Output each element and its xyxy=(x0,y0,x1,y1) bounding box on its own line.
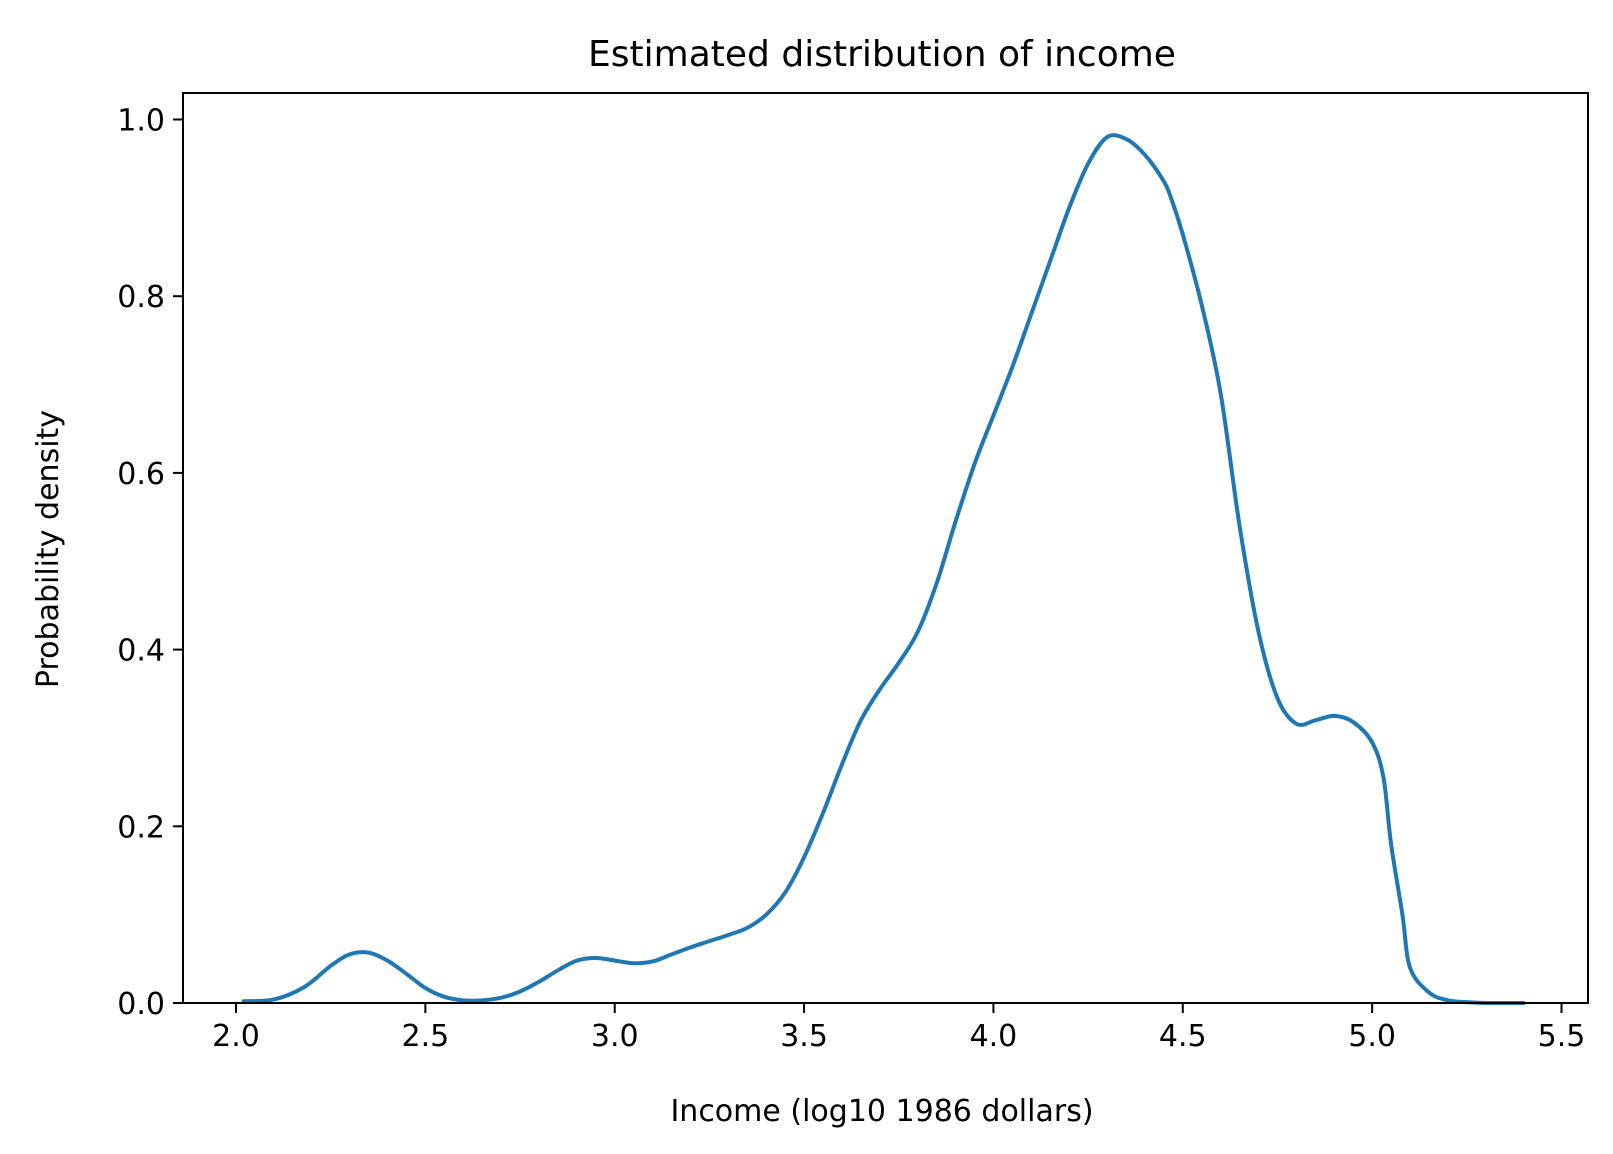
plot-frame xyxy=(182,92,1589,1004)
x-tick-label: 4.0 xyxy=(970,1019,1018,1054)
y-tick-label: 0.6 xyxy=(117,457,165,492)
y-tick-label: 0.2 xyxy=(117,810,165,845)
x-tick-label: 3.5 xyxy=(780,1019,828,1054)
x-tick-label: 2.0 xyxy=(212,1019,260,1054)
x-axis-title: Income (log10 1986 dollars) xyxy=(670,1094,1093,1129)
x-tick-label: 5.5 xyxy=(1538,1019,1586,1054)
x-tick-label: 4.5 xyxy=(1159,1019,1207,1054)
x-tick-label: 3.0 xyxy=(591,1019,639,1054)
y-axis-title: Probability density xyxy=(31,410,66,688)
x-tick-label: 5.0 xyxy=(1348,1019,1396,1054)
y-tick-label: 0.0 xyxy=(117,987,165,1022)
chart-title: Estimated distribution of income xyxy=(588,34,1176,75)
y-tick-label: 0.8 xyxy=(117,280,165,315)
y-tick-label: 1.0 xyxy=(117,104,165,139)
ticks-layer: 2.0 2.5 3.0 3.5 4.0 4.5 5.0 5.5 0.0 0.2 0.4 0.6 0.8 1… xyxy=(117,104,1585,1054)
y-tick-label: 0.4 xyxy=(117,634,165,669)
x-tick-label: 2.5 xyxy=(402,1019,450,1054)
density-curve xyxy=(241,133,1526,1006)
